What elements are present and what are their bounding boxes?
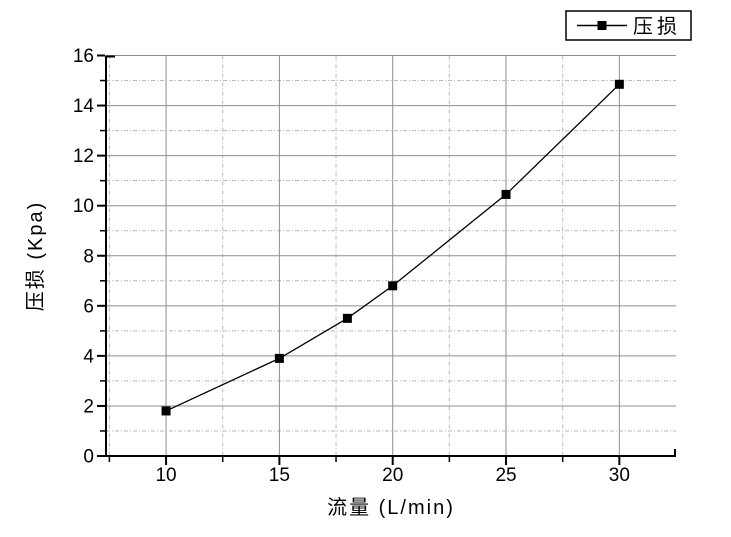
plot-area: 10 15 20 25 30 0 2 4 6 8 10 12 14 16 (73, 46, 676, 486)
series-line (165, 83, 620, 412)
y-tick-label: 4 (83, 346, 94, 367)
x-axis-label: 流量 (L/min) (327, 496, 455, 519)
y-tick-label: 12 (73, 146, 94, 167)
y-axis-label: 压损 (Kpa) (24, 201, 47, 311)
data-point-marker (274, 353, 284, 363)
legend: 压损 (565, 10, 692, 41)
legend-border (565, 10, 692, 41)
x-tick-label: 30 (609, 465, 630, 486)
x-tick-label: 15 (269, 465, 290, 486)
y-tick-label: 8 (83, 246, 94, 267)
y-tick-label: 2 (83, 396, 94, 417)
y-tick-label: 0 (83, 447, 94, 468)
x-tick-label: 20 (382, 465, 403, 486)
y-tick-label: 6 (83, 296, 94, 317)
legend-marker-square-icon (597, 21, 607, 30)
data-point-marker (388, 281, 398, 291)
data-point-marker (501, 189, 511, 199)
legend-series-label: 压损 (633, 15, 681, 38)
x-tick-label: 10 (155, 465, 176, 486)
x-tick-label: 25 (495, 465, 516, 486)
data-point-marker (161, 406, 171, 416)
data-point-marker (342, 313, 352, 323)
y-tick-label: 14 (73, 96, 95, 117)
y-tick-label: 16 (73, 46, 94, 67)
data-point-marker (614, 79, 624, 89)
y-tick-label: 10 (73, 196, 94, 217)
